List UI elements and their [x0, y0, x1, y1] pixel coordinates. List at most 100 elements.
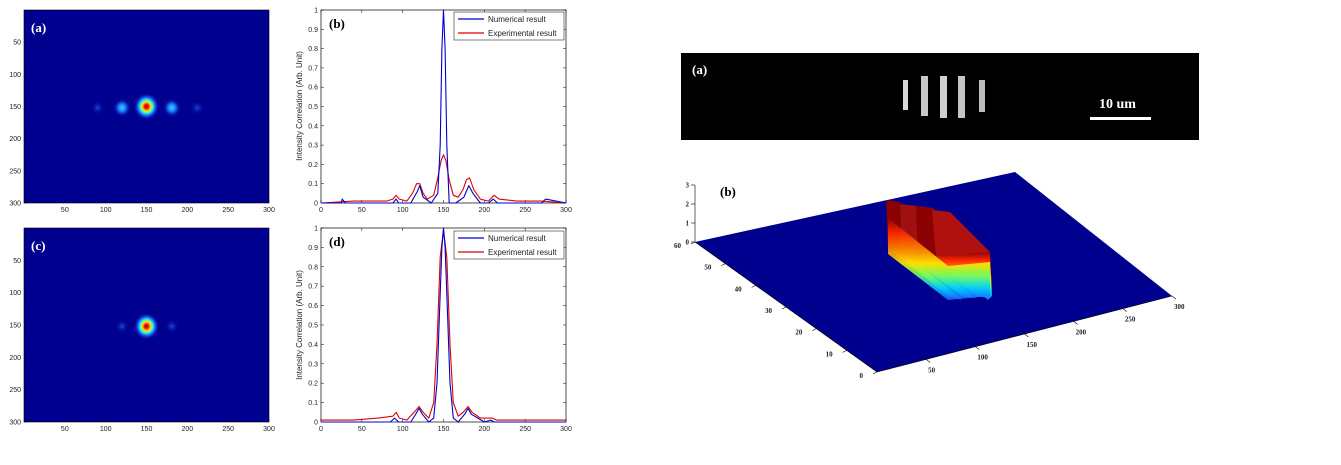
y-tick-label: 1 [314, 226, 318, 233]
z-tick-label: 3 [686, 182, 690, 190]
y-tick-label: 0.8 [308, 46, 318, 53]
x-tick-label: 50 [928, 366, 936, 374]
axis-ticks: 50 100 150 200 250 300 0 10 20 30 40 50 60 0 1 2 3 [674, 182, 1185, 381]
legend-box [453, 230, 565, 260]
y-axis-label: Intensity Correlation (Arb. Unit) [295, 51, 304, 161]
axis-ticks: 0 50 100 150 200 250 300 0 0.1 0.2 0.3 0.4 0.5 0.6 0.7… [308, 8, 572, 215]
heatmap-panel-c: 50 100 150 200 250 300 50 100 150 200 250 300 (c) [9, 227, 275, 433]
x-tick-label: 150 [141, 426, 153, 433]
stripe [958, 76, 965, 118]
series-line-experimental [320, 154, 567, 204]
y-tick-label: 0.5 [308, 323, 318, 330]
legend-label-numerical: Numerical result [488, 15, 547, 24]
y-tick-mark [751, 285, 756, 288]
x-tick-label: 200 [478, 207, 490, 214]
axis-ticks: 50 100 150 200 250 300 50 100 150 200 250 300 [9, 258, 275, 433]
y-tick-label: 200 [9, 136, 21, 143]
x-tick-label: 150 [438, 207, 450, 214]
microscope-image-panel: (a) 10 um [681, 53, 1199, 140]
y-tick-mark [872, 371, 878, 375]
y-tick-label: 50 [13, 40, 21, 47]
y-tick-label: 0.4 [308, 342, 318, 349]
plot-area [320, 9, 567, 204]
y-tick-label: 1 [314, 8, 318, 15]
y-tick-label: 250 [9, 387, 21, 394]
legend: Numerical result Experimental result [453, 11, 565, 41]
x-tick-label: 0 [319, 426, 323, 433]
x-tick-label: 150 [438, 426, 450, 433]
stripe [921, 76, 928, 116]
heatmap-spot [133, 312, 160, 340]
y-tick-label: 0.6 [308, 85, 318, 92]
x-tick-label: 50 [358, 207, 366, 214]
x-tick-label: 100 [100, 207, 112, 214]
y-tick-label: 150 [9, 323, 21, 330]
panel-label: (b) [720, 184, 736, 199]
z-tick-label: 2 [686, 201, 690, 209]
y-tick-label: 20 [795, 329, 803, 337]
y-tick-label: 10 [826, 350, 834, 358]
y-tick-mark [842, 350, 847, 353]
legend: Numerical result Experimental result [453, 230, 565, 260]
heatmap-spot [90, 100, 105, 116]
y-tick-label: 100 [9, 72, 21, 79]
y-tick-label: 250 [9, 168, 21, 175]
panel-label: (b) [329, 16, 345, 31]
fin-top [916, 206, 936, 256]
stripe [979, 80, 985, 112]
y-tick-label: 0.7 [308, 284, 318, 291]
legend-label-experimental: Experimental result [488, 248, 557, 257]
y-axis-label: Intensity Correlation (Arb. Unit) [295, 270, 304, 380]
y-tick-label: 0 [860, 372, 864, 380]
bright-stripes [903, 76, 985, 118]
y-tick-label: 0.1 [308, 400, 318, 407]
series-lines [320, 9, 567, 204]
y-tick-label: 0.2 [308, 162, 318, 169]
x-tick-label: 150 [141, 207, 153, 214]
x-tick-mark [1024, 333, 1029, 338]
x-tick-label: 250 [519, 207, 531, 214]
heatmap-spot [115, 318, 129, 334]
x-tick-label: 100 [977, 354, 988, 362]
x-tick-label: 50 [358, 426, 366, 433]
x-tick-mark [1171, 295, 1177, 300]
heatmap-spot [162, 98, 181, 118]
y-tick-label: 50 [704, 264, 712, 272]
y-tick-label: 300 [9, 201, 21, 208]
plot-area [320, 227, 567, 423]
x-tick-mark [1122, 308, 1128, 312]
axis-ticks: 0 50 100 150 200 250 300 0 0.1 0.2 0.3 0.4 0.5 0.6 0.7… [308, 226, 572, 434]
y-tick-label: 0.6 [308, 303, 318, 310]
heatmap-spot [113, 98, 131, 118]
x-tick-label: 300 [560, 207, 572, 214]
x-tick-label: 250 [222, 207, 234, 214]
y-tick-label: 0.9 [308, 245, 318, 252]
x-tick-label: 250 [519, 426, 531, 433]
panel-label: (a) [31, 20, 46, 35]
stripe [903, 80, 908, 110]
y-tick-mark [721, 263, 726, 266]
x-tick-label: 100 [397, 426, 409, 433]
stripe [940, 76, 947, 118]
series-lines [321, 227, 566, 423]
y-tick-mark [690, 241, 696, 245]
scale-bar [1090, 117, 1151, 120]
x-tick-label: 200 [181, 426, 193, 433]
y-tick-label: 0.5 [308, 104, 318, 111]
fin-front [888, 218, 990, 300]
y-tick-label: 0.3 [308, 143, 318, 150]
heatmap-spots [115, 312, 179, 340]
y-tick-label: 0.9 [308, 27, 318, 34]
y-tick-label: 0.3 [308, 361, 318, 368]
x-tick-label: 50 [61, 426, 69, 433]
scale-bar-label: 10 um [1099, 97, 1136, 112]
y-tick-label: 40 [735, 285, 743, 293]
heatmap-panel-a: 50 100 150 200 250 300 50 100 150 200 250 300 (a) [9, 9, 275, 214]
x-tick-label: 150 [1027, 341, 1038, 349]
legend-label-experimental: Experimental result [488, 29, 557, 38]
y-tick-label: 300 [9, 420, 21, 427]
x-tick-label: 250 [1125, 316, 1136, 324]
y-tick-label: 0 [314, 420, 318, 427]
y-tick-label: 0.7 [308, 65, 318, 72]
line-chart-panel-b: 0 50 100 150 200 250 300 0 0.1 0.2 0.3 0.4 0.5 0.6 0.7… [295, 8, 572, 215]
